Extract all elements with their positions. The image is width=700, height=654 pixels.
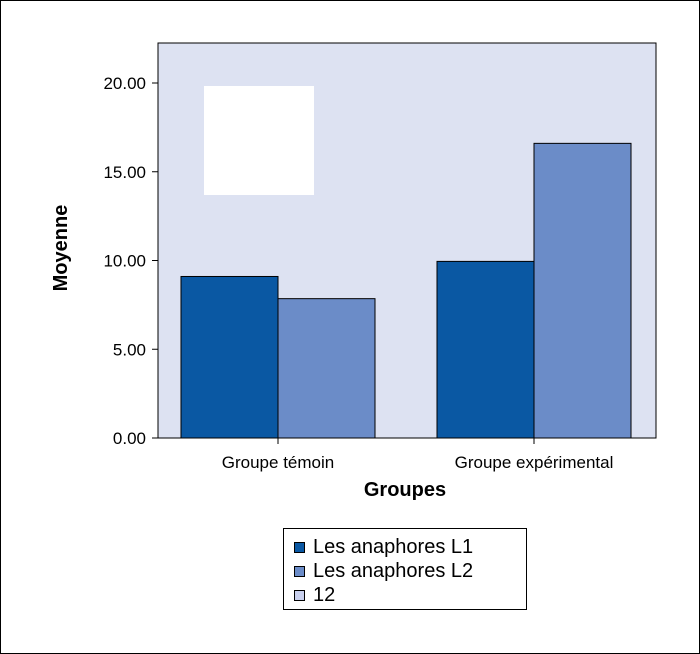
x-axis-title: Groupes	[364, 479, 446, 501]
legend-label: 12	[313, 583, 336, 606]
y-tick-label: 10.00	[103, 252, 146, 271]
x-tick-label: Groupe témoin	[222, 453, 334, 472]
legend: Les anaphores L1 Les anaphores L2 12	[283, 528, 527, 610]
y-tick-label: 20.00	[103, 74, 146, 93]
bar-1-1	[180, 275, 279, 439]
legend-swatch	[294, 541, 305, 553]
y-axis-title: Moyenne	[50, 205, 72, 292]
legend-label: Les anaphores L2	[313, 559, 474, 582]
legend-item: 12	[294, 583, 526, 607]
bar-2-2	[533, 142, 632, 439]
legend-swatch	[294, 589, 305, 601]
legend-item: Les anaphores L1	[294, 535, 526, 559]
y-tick-label: 0.00	[113, 429, 146, 448]
legend-swatch	[294, 565, 305, 577]
y-tick-label: 5.00	[113, 340, 146, 359]
bar-1-2	[436, 260, 535, 439]
annotation-box	[204, 86, 314, 195]
bar-2-1	[277, 298, 376, 439]
legend-label: Les anaphores L1	[313, 535, 474, 558]
y-tick-label: 15.00	[103, 163, 146, 182]
legend-item: Les anaphores L2	[294, 559, 526, 583]
x-tick-label: Groupe expérimental	[455, 453, 614, 472]
